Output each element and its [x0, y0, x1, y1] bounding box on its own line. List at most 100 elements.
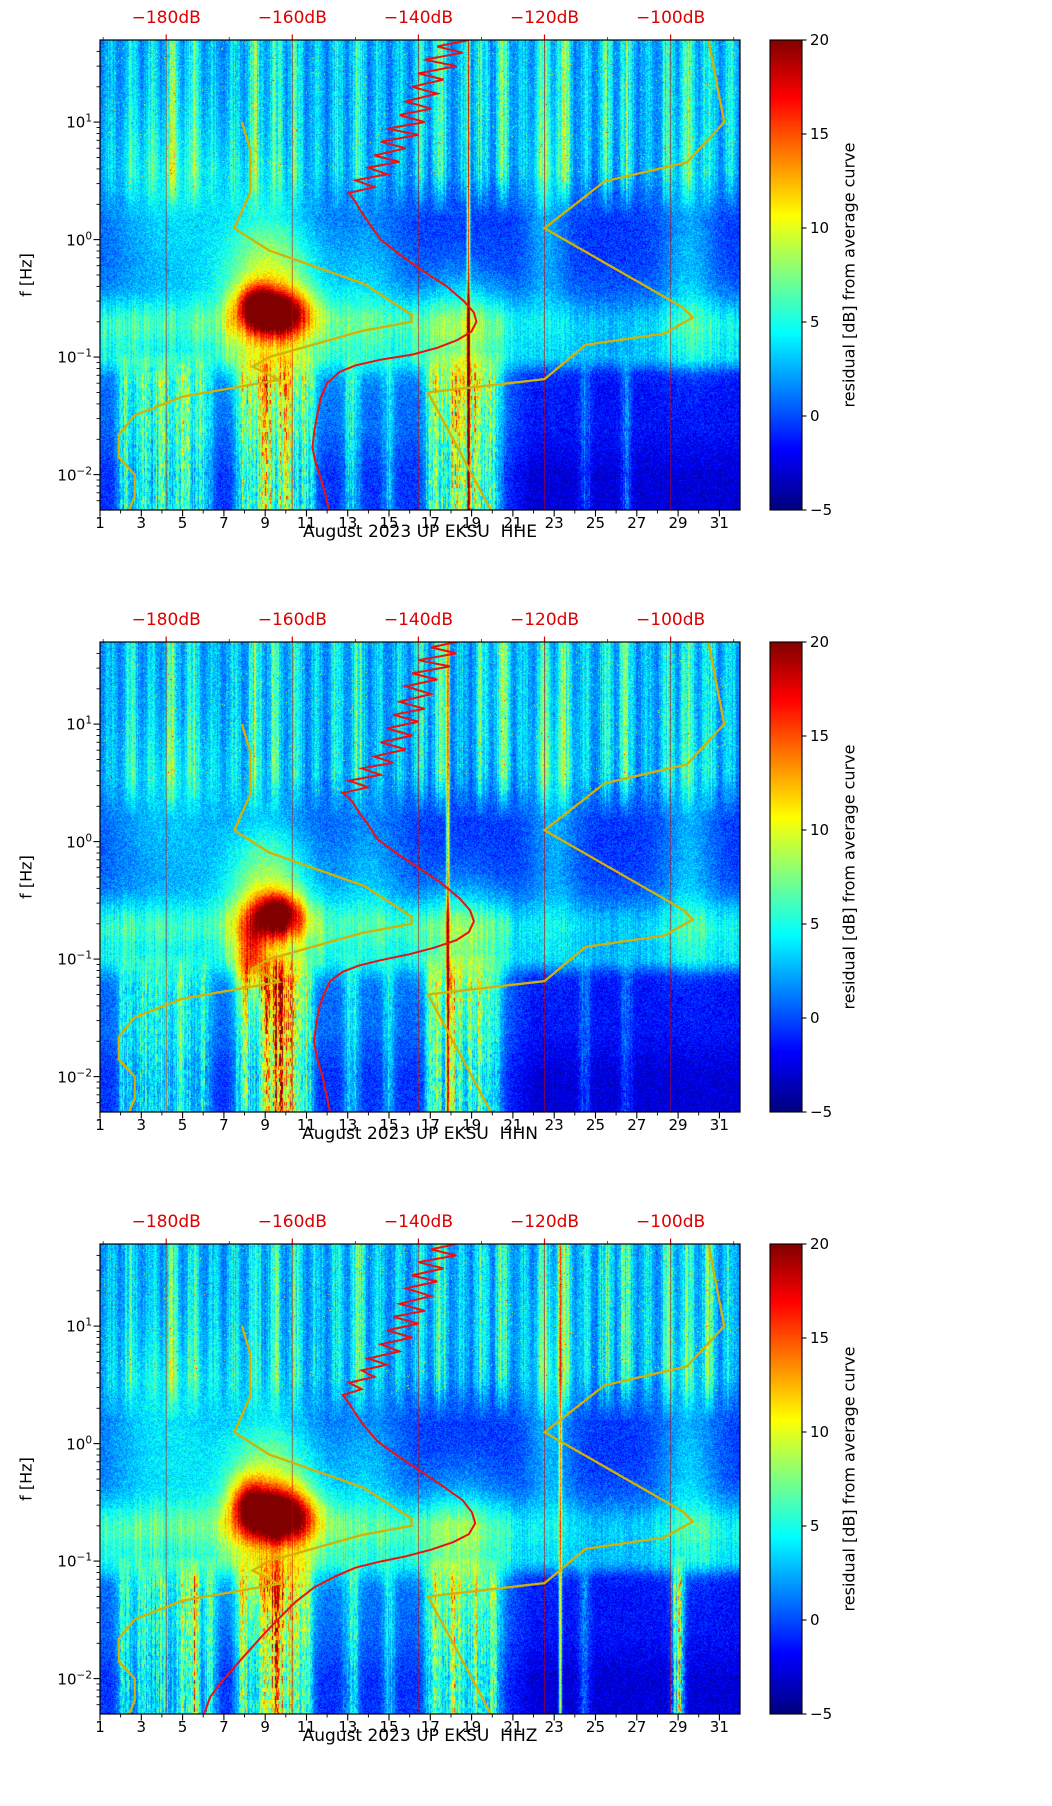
colorbar-title: residual [dB] from average curve: [839, 142, 859, 408]
x-tick-label: 23: [544, 514, 564, 532]
y-tick-label: 10−1: [57, 347, 92, 367]
x-tick-label: 3: [136, 1718, 147, 1736]
colorbar-tick-label: 10: [810, 219, 830, 237]
top-axis-tick-label: −180dB: [131, 610, 201, 630]
x-tick-label: 1: [95, 1718, 105, 1736]
x-tick-label: 23: [544, 1718, 564, 1736]
colorbar-tick-label: 10: [810, 821, 830, 839]
x-tick-label: 17: [420, 514, 440, 532]
y-tick-label: 100: [66, 1434, 92, 1454]
y-tick-label: 101: [66, 112, 92, 132]
colorbar-gradient: [770, 642, 802, 1112]
x-tick-label: 1: [95, 1116, 105, 1134]
x-tick-label: 13: [338, 514, 358, 532]
colorbar-tick-label: 15: [810, 125, 830, 143]
top-axis-tick-label: −100dB: [636, 1212, 706, 1232]
plot-border: [99, 1243, 741, 1715]
x-tick-label: 5: [177, 1116, 188, 1134]
top-axis-tick-label: −180dB: [131, 8, 201, 28]
spectrogram-heatmap: [100, 40, 740, 510]
top-axis-tick-label: −120dB: [509, 1212, 580, 1232]
x-tick-label: 5: [177, 514, 188, 532]
x-tick-label: 29: [668, 1718, 688, 1736]
top-axis-tick-label: −140dB: [383, 610, 453, 630]
y-tick-label: 101: [66, 1316, 92, 1336]
x-tick-label: 21: [503, 1718, 523, 1736]
x-axis-title: August 2023 UP EKSU HHE: [303, 522, 537, 542]
colorbar-tick-label: 0: [810, 1009, 820, 1027]
colorbar-tick-label: 20: [810, 633, 830, 651]
colorbar-gradient: [770, 1244, 802, 1714]
y-tick-label: 10−2: [57, 1669, 92, 1689]
y-tick-label: 100: [66, 832, 92, 852]
nhnm-curve: [426, 1244, 726, 1714]
top-axis-tick-label: −100dB: [636, 8, 706, 28]
axes-and-curves-overlay: [93, 636, 807, 1119]
top-axis-tick-label: −120dB: [509, 8, 580, 28]
y-tick-label: 10−1: [57, 949, 92, 969]
x-tick-label: 7: [219, 514, 229, 532]
x-tick-label: 27: [627, 1116, 647, 1134]
axes-and-curves-overlay: [93, 1238, 807, 1721]
x-tick-label: 23: [544, 1116, 564, 1134]
colorbar-tick-label: −5: [810, 501, 833, 519]
colorbar-tick-label: 5: [810, 313, 820, 331]
top-axis-tick-label: −120dB: [509, 610, 580, 630]
x-tick-label: 15: [379, 1116, 399, 1134]
colorbar-border: [769, 39, 803, 511]
x-tick-label: 7: [219, 1718, 229, 1736]
spectrogram-heatmap: [100, 642, 740, 1112]
colorbar-tick-label: −5: [810, 1705, 833, 1723]
x-tick-label: 29: [668, 1116, 688, 1134]
colorbar-tick-label: 5: [810, 915, 820, 933]
plot-border: [99, 641, 741, 1113]
colorbar-tick-label: 15: [810, 727, 830, 745]
top-axis-tick-label: −160dB: [257, 610, 327, 630]
colorbar-tick-label: 10: [810, 1423, 830, 1441]
x-tick-label: 31: [709, 1718, 729, 1736]
spectrogram-panel-hhz: f [Hz] August 2023 UP EKSU HHZ residual …: [0, 1204, 1052, 1806]
colorbar-tick-label: −5: [810, 1103, 833, 1121]
x-tick-label: 19: [462, 1718, 482, 1736]
x-axis-title: August 2023 UP EKSU HHN: [302, 1124, 538, 1144]
x-tick-label: 3: [136, 514, 147, 532]
top-axis-tick-label: −180dB: [131, 1212, 201, 1232]
axes-and-curves-overlay: [93, 34, 807, 517]
x-tick-label: 9: [260, 514, 270, 532]
colorbar-tick-label: 5: [810, 1517, 820, 1535]
x-tick-label: 11: [296, 1718, 316, 1736]
nlnm-curve: [117, 723, 413, 1112]
x-tick-label: 17: [420, 1116, 440, 1134]
x-tick-label: 21: [503, 514, 523, 532]
top-axis-tick-label: −140dB: [383, 1212, 453, 1232]
top-axis-tick-label: −160dB: [257, 8, 327, 28]
y-axis-label: f [Hz]: [16, 1457, 36, 1501]
nhnm-curve: [426, 40, 726, 510]
x-tick-label: 9: [260, 1718, 270, 1736]
spectrogram-heatmap: [100, 1244, 740, 1714]
y-tick-label: 101: [66, 714, 92, 734]
colorbar-tick-label: 15: [810, 1329, 830, 1347]
top-axis-tick-label: −140dB: [383, 8, 453, 28]
x-tick-label: 15: [379, 1718, 399, 1736]
top-axis-tick-label: −160dB: [257, 1212, 327, 1232]
colorbar-title: residual [dB] from average curve: [839, 1346, 859, 1612]
x-axis-title: August 2023 UP EKSU HHZ: [302, 1726, 538, 1746]
x-tick-label: 11: [296, 514, 316, 532]
x-tick-label: 27: [627, 1718, 647, 1736]
nlnm-curve: [117, 121, 413, 510]
colorbar-tick-label: 20: [810, 31, 830, 49]
plot-border: [99, 39, 741, 511]
psd-median-curve: [203, 1244, 477, 1714]
x-tick-label: 25: [585, 514, 606, 532]
x-tick-label: 5: [177, 1718, 188, 1736]
x-tick-label: 15: [379, 514, 399, 532]
colorbar-border: [769, 1243, 803, 1715]
psd-median-curve: [312, 642, 475, 1112]
x-tick-label: 19: [462, 514, 482, 532]
y-tick-label: 10−2: [57, 465, 92, 485]
colorbar-tick-label: 0: [810, 407, 820, 425]
x-tick-label: 7: [219, 1116, 229, 1134]
colorbar-border: [769, 641, 803, 1113]
